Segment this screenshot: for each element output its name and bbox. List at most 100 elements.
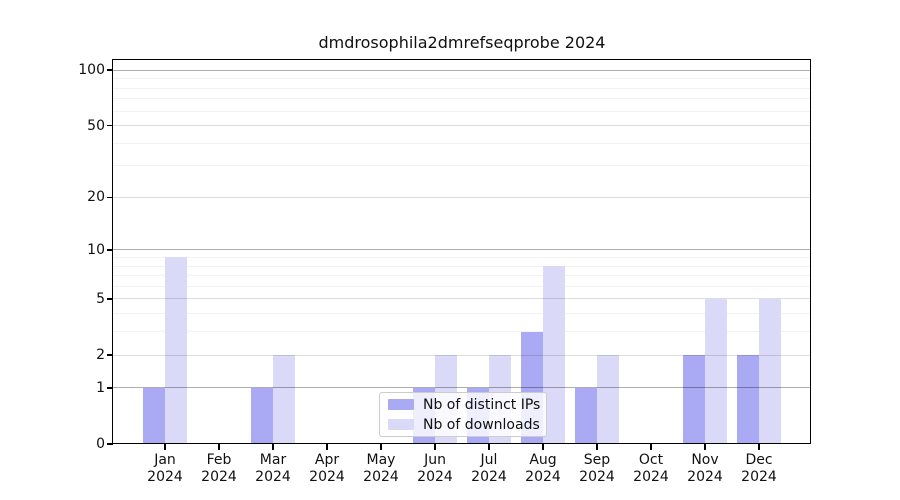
x-tick-year-nov: 2024 [687,469,723,485]
x-tick-label-jul: Jul 2024 [459,452,519,486]
x-tick-month-jun: Jun [424,452,446,468]
x-tick-mark-mar [272,444,274,450]
x-tick-mark-jan [164,444,166,450]
gridline-minor-9 [113,256,811,258]
y-tick-mark-20 [107,196,113,199]
bar-distinct-ips-jan [143,387,165,444]
bar-downloads-jan [165,257,187,444]
y-tick-mark-0 [107,443,113,445]
x-tick-month-jan: Jan [154,452,176,468]
legend-swatch-downloads [388,419,414,430]
x-tick-month-sep: Sep [583,452,611,468]
x-tick-year-may: 2024 [363,469,399,485]
gridline-minor-4 [113,313,811,315]
x-tick-mark-jul [488,444,490,450]
x-tick-mark-aug [542,444,544,450]
legend-item-distinct-ips: Nb of distinct IPs [388,397,546,413]
bar-downloads-dec [759,298,781,444]
x-tick-label-oct: Oct 2024 [621,452,681,486]
x-tick-year-aug: 2024 [525,469,561,485]
x-tick-label-dec: Dec 2024 [729,452,789,486]
x-tick-label-apr: Apr 2024 [297,452,357,486]
bar-distinct-ips-dec [737,355,759,444]
gridline-minor-60 [113,110,811,112]
bar-distinct-ips-nov [683,355,705,444]
gridline-major-50 [113,125,811,127]
bar-downloads-aug [543,266,565,444]
x-tick-mark-sep [596,444,598,450]
gridline-minor-70 [113,98,811,100]
gridline-minor-3 [113,331,811,333]
gridline-minor-8 [113,265,811,267]
x-tick-year-apr: 2024 [309,469,345,485]
bar-distinct-ips-mar [251,387,273,444]
x-tick-month-apr: Apr [314,452,340,468]
y-tick-label-50: 50 [87,117,105,134]
x-tick-year-jun: 2024 [417,469,453,485]
bar-downloads-sep [597,355,619,444]
x-tick-year-oct: 2024 [633,469,669,485]
y-tick-mark-2 [107,354,113,356]
gridline-minor-90 [113,78,811,80]
y-tick-label-0: 0 [96,436,105,452]
y-tick-mark-50 [107,124,113,127]
x-tick-month-mar: Mar [259,452,287,468]
x-tick-mark-nov [704,444,706,450]
x-tick-mark-may [380,444,382,450]
gridline-major-100 [113,69,811,71]
y-tick-mark-1 [107,387,113,389]
gridline-minor-6 [113,285,811,287]
y-tick-label-100: 100 [78,62,105,79]
chart-title: dmdrosophila2dmrefseqprobe 2024 [318,33,606,52]
legend-label-downloads: Nb of downloads [423,416,540,433]
x-tick-year-jan: 2024 [147,469,183,485]
gridline-major-10 [113,249,811,251]
x-tick-label-mar: Mar 2024 [243,452,303,486]
y-tick-label-2: 2 [96,347,105,363]
y-tick-label-20: 20 [87,189,105,206]
x-tick-mark-apr [326,444,328,450]
x-tick-month-may: May [366,452,396,468]
gridline-major-5 [113,298,811,300]
x-tick-label-aug: Aug 2024 [513,452,573,486]
y-tick-label-5: 5 [96,290,105,307]
legend-swatch-distinct-ips [388,399,414,410]
gridline-major-2 [113,354,811,356]
plot-area-border [112,59,811,444]
x-tick-year-sep: 2024 [579,469,615,485]
y-tick-mark-10 [107,249,113,251]
y-tick-mark-5 [107,298,113,300]
gridline-minor-80 [113,87,811,89]
legend: Nb of distinct IPs Nb of downloads [379,392,547,437]
bar-distinct-ips-sep [575,387,597,444]
x-tick-year-jul: 2024 [471,469,507,485]
x-tick-month-jul: Jul [480,452,498,468]
x-tick-mark-dec [758,444,760,450]
x-tick-month-oct: Oct [638,452,664,468]
legend-item-downloads: Nb of downloads [388,417,546,433]
x-tick-label-feb: Feb 2024 [189,452,249,486]
x-tick-label-nov: Nov 2024 [675,452,735,486]
gridline-minor-40 [113,142,811,144]
x-tick-mark-feb [218,444,220,450]
x-tick-month-nov: Nov [691,452,719,468]
legend-label-distinct-ips: Nb of distinct IPs [423,396,541,413]
gridline-minor-30 [113,165,811,167]
x-tick-year-dec: 2024 [741,469,777,485]
x-tick-label-sep: Sep 2024 [567,452,627,486]
x-tick-mark-oct [650,444,652,450]
x-tick-mark-jun [434,444,436,450]
x-tick-month-feb: Feb [206,452,232,468]
gridline-major-20 [113,196,811,198]
gridline-minor-7 [113,275,811,277]
x-tick-label-jun: Jun 2024 [405,452,465,486]
x-tick-label-may: May 2024 [351,452,411,486]
x-tick-year-feb: 2024 [201,469,237,485]
bar-downloads-nov [705,298,727,444]
bar-downloads-mar [273,355,295,444]
x-tick-year-mar: 2024 [255,469,291,485]
gridline-major-1 [113,387,811,389]
x-tick-label-jan: Jan 2024 [135,452,195,486]
y-tick-mark-100 [107,69,113,71]
